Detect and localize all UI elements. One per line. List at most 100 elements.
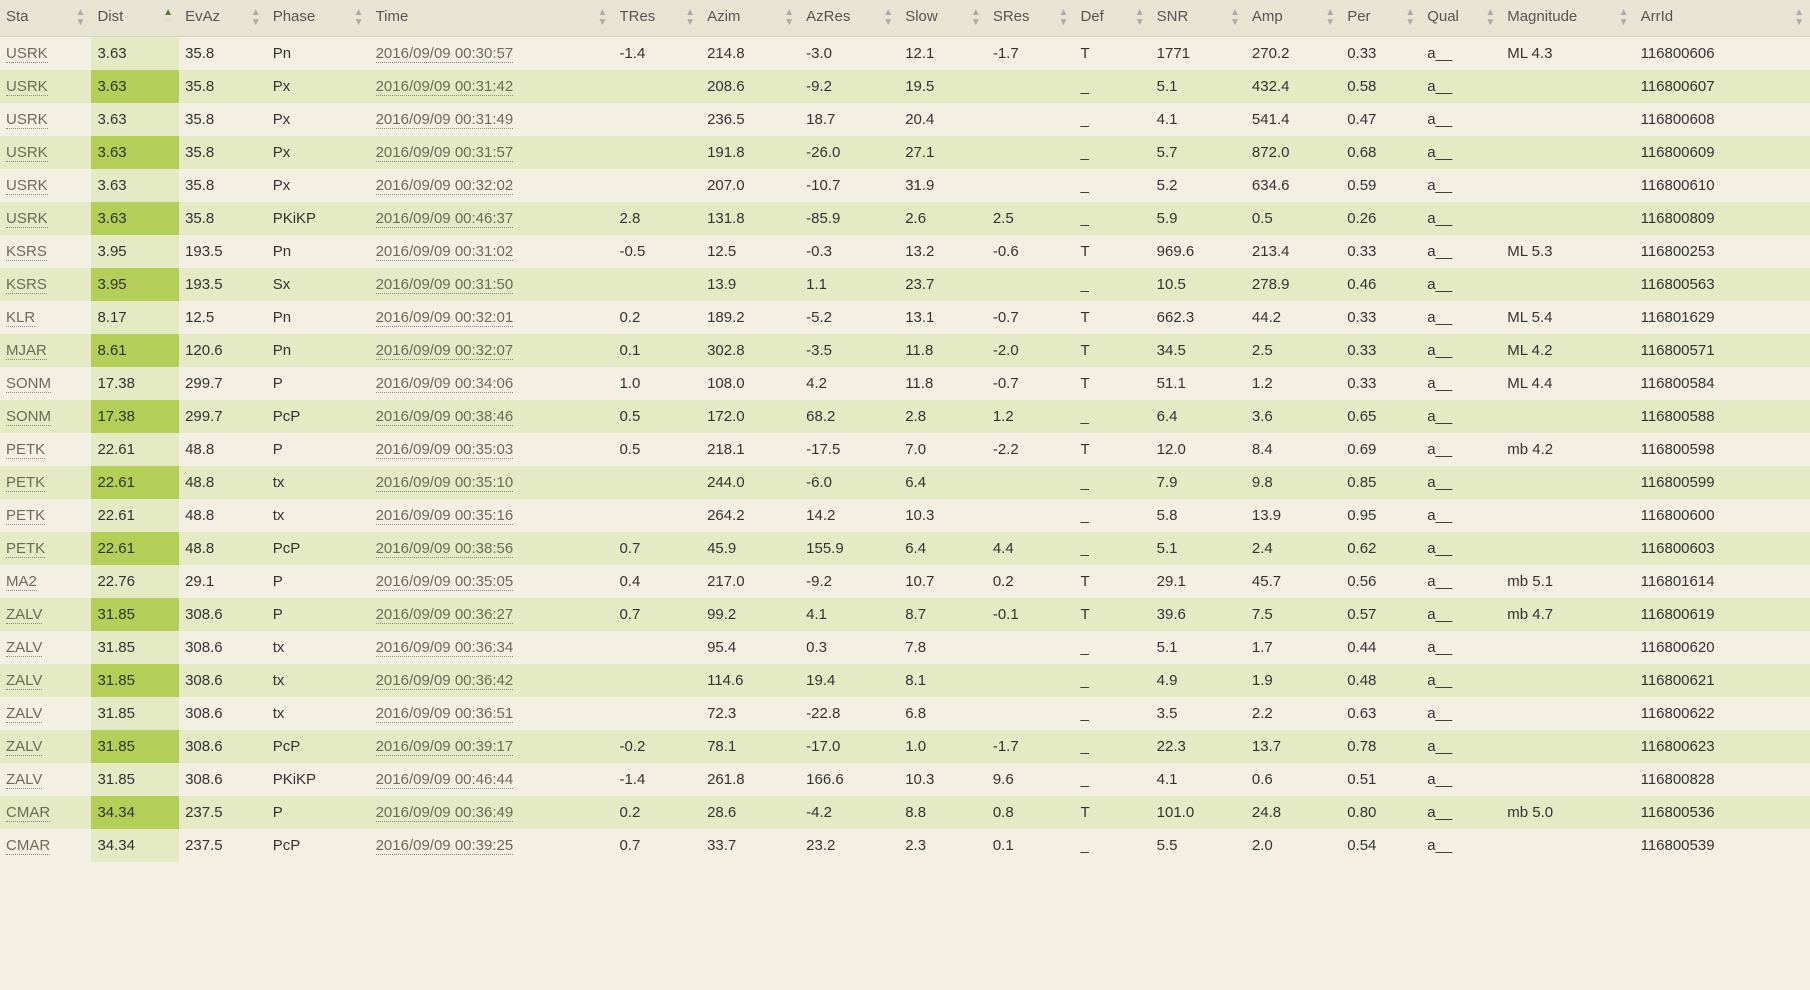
col-header-mag[interactable]: Magnitude▲▼	[1501, 0, 1634, 37]
cell-mag	[1501, 730, 1634, 763]
station-link[interactable]: KLR	[6, 309, 35, 327]
col-header-azres[interactable]: AzRes▲▼	[800, 0, 899, 37]
sort-icon[interactable]: ▲▼	[251, 8, 261, 28]
cell-dist: 31.85	[91, 763, 179, 796]
col-header-sres[interactable]: SRes▲▼	[987, 0, 1075, 37]
cell-sta: KSRS	[0, 235, 91, 268]
sort-icon[interactable]: ▲▼	[1485, 8, 1495, 28]
station-link[interactable]: ZALV	[6, 771, 42, 789]
sort-icon[interactable]: ▲▼	[1325, 8, 1335, 28]
time-link[interactable]: 2016/09/09 00:38:46	[376, 408, 514, 426]
sort-icon[interactable]: ▲▼	[1135, 8, 1145, 28]
sort-icon[interactable]: ▲▼	[1230, 8, 1240, 28]
time-link[interactable]: 2016/09/09 00:35:05	[376, 573, 514, 591]
time-link[interactable]: 2016/09/09 00:31:02	[376, 243, 514, 261]
cell-mag	[1501, 763, 1634, 796]
cell-dist: 22.76	[91, 565, 179, 598]
cell-arrid: 116800563	[1635, 268, 1810, 301]
cell-tres	[613, 499, 701, 532]
time-link[interactable]: 2016/09/09 00:35:16	[376, 507, 514, 525]
cell-mag: ML 4.4	[1501, 367, 1634, 400]
station-link[interactable]: CMAR	[6, 837, 50, 855]
col-header-dist[interactable]: Dist▲▼	[91, 0, 179, 37]
time-link[interactable]: 2016/09/09 00:36:42	[376, 672, 514, 690]
time-link[interactable]: 2016/09/09 00:36:27	[376, 606, 514, 624]
station-link[interactable]: PETK	[6, 441, 45, 459]
sort-icon[interactable]: ▲▼	[685, 8, 695, 28]
time-link[interactable]: 2016/09/09 00:39:25	[376, 837, 514, 855]
time-link[interactable]: 2016/09/09 00:34:06	[376, 375, 514, 393]
time-link[interactable]: 2016/09/09 00:32:07	[376, 342, 514, 360]
time-link[interactable]: 2016/09/09 00:35:03	[376, 441, 514, 459]
time-link[interactable]: 2016/09/09 00:32:01	[376, 309, 514, 327]
sort-icon[interactable]: ▲▼	[1794, 8, 1804, 28]
col-header-time[interactable]: Time▲▼	[370, 0, 614, 37]
station-link[interactable]: KSRS	[6, 276, 47, 294]
time-link[interactable]: 2016/09/09 00:31:42	[376, 78, 514, 96]
station-link[interactable]: MJAR	[6, 342, 47, 360]
col-header-azim[interactable]: Azim▲▼	[701, 0, 800, 37]
sort-icon[interactable]: ▲▼	[1619, 8, 1629, 28]
station-link[interactable]: CMAR	[6, 804, 50, 822]
col-header-tres[interactable]: TRes▲▼	[613, 0, 701, 37]
time-link[interactable]: 2016/09/09 00:36:51	[376, 705, 514, 723]
time-link[interactable]: 2016/09/09 00:31:57	[376, 144, 514, 162]
station-link[interactable]: ZALV	[6, 639, 42, 657]
station-link[interactable]: ZALV	[6, 738, 42, 756]
station-link[interactable]: ZALV	[6, 705, 42, 723]
time-link[interactable]: 2016/09/09 00:36:34	[376, 639, 514, 657]
station-link[interactable]: SONM	[6, 408, 51, 426]
time-link[interactable]: 2016/09/09 00:30:57	[376, 45, 514, 63]
col-header-amp[interactable]: Amp▲▼	[1246, 0, 1341, 37]
station-link[interactable]: USRK	[6, 210, 48, 228]
sort-icon[interactable]: ▲▼	[76, 8, 86, 28]
cell-def: T	[1074, 433, 1150, 466]
station-link[interactable]: ZALV	[6, 672, 42, 690]
station-link[interactable]: SONM	[6, 375, 51, 393]
time-link[interactable]: 2016/09/09 00:39:17	[376, 738, 514, 756]
time-link[interactable]: 2016/09/09 00:36:49	[376, 804, 514, 822]
sort-icon[interactable]: ▲▼	[354, 8, 364, 28]
station-link[interactable]: USRK	[6, 111, 48, 129]
col-header-evaz[interactable]: EvAz▲▼	[179, 0, 267, 37]
col-header-phase[interactable]: Phase▲▼	[267, 0, 370, 37]
sort-icon[interactable]: ▲▼	[1059, 8, 1069, 28]
station-link[interactable]: USRK	[6, 45, 48, 63]
station-link[interactable]: USRK	[6, 144, 48, 162]
cell-mag: ML 4.2	[1501, 334, 1634, 367]
time-link[interactable]: 2016/09/09 00:46:44	[376, 771, 514, 789]
col-header-qual[interactable]: Qual▲▼	[1421, 0, 1501, 37]
station-link[interactable]: USRK	[6, 177, 48, 195]
station-link[interactable]: ZALV	[6, 606, 42, 624]
col-header-snr[interactable]: SNR▲▼	[1151, 0, 1246, 37]
sort-icon[interactable]: ▲▼	[1405, 8, 1415, 28]
sort-icon[interactable]: ▲▼	[598, 8, 608, 28]
cell-amp: 45.7	[1246, 565, 1341, 598]
col-header-slow[interactable]: Slow ▲▼	[899, 0, 987, 37]
time-link[interactable]: 2016/09/09 00:35:10	[376, 474, 514, 492]
cell-sta: MA2	[0, 565, 91, 598]
station-link[interactable]: PETK	[6, 474, 45, 492]
cell-arrid: 116800619	[1635, 598, 1810, 631]
sort-icon[interactable]: ▲▼	[784, 8, 794, 28]
time-link[interactable]: 2016/09/09 00:46:37	[376, 210, 514, 228]
col-header-arrid[interactable]: ArrId▲▼	[1635, 0, 1810, 37]
time-link[interactable]: 2016/09/09 00:31:50	[376, 276, 514, 294]
station-link[interactable]: PETK	[6, 507, 45, 525]
sort-icon[interactable]: ▲▼	[971, 8, 981, 28]
time-link[interactable]: 2016/09/09 00:31:49	[376, 111, 514, 129]
cell-phase: Px	[267, 136, 370, 169]
cell-qual: a__	[1421, 103, 1501, 136]
time-link[interactable]: 2016/09/09 00:38:56	[376, 540, 514, 558]
sort-icon[interactable]: ▲▼	[883, 8, 893, 28]
sort-icon[interactable]: ▲▼	[163, 8, 173, 28]
col-header-def[interactable]: Def▲▼	[1074, 0, 1150, 37]
col-header-sta[interactable]: Sta▲▼	[0, 0, 91, 37]
station-link[interactable]: PETK	[6, 540, 45, 558]
station-link[interactable]: KSRS	[6, 243, 47, 261]
time-link[interactable]: 2016/09/09 00:32:02	[376, 177, 514, 195]
col-label: Slow	[905, 8, 938, 25]
col-header-per[interactable]: Per▲▼	[1341, 0, 1421, 37]
station-link[interactable]: MA2	[6, 573, 37, 591]
station-link[interactable]: USRK	[6, 78, 48, 96]
